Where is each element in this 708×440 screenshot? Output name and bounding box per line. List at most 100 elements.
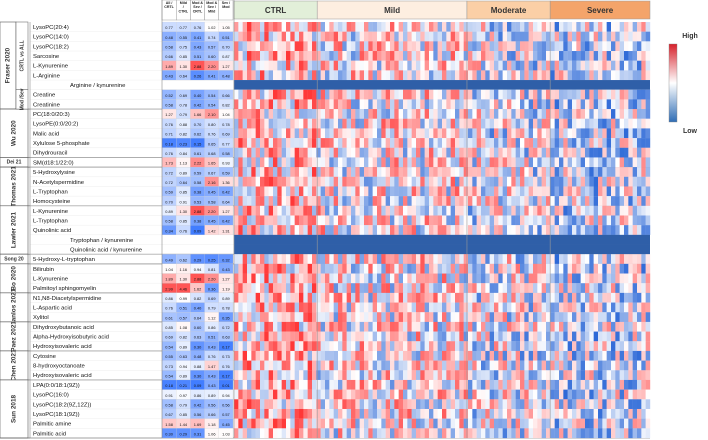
heat-cell	[611, 157, 616, 168]
heat-cell	[498, 292, 503, 303]
heat-cell	[589, 205, 594, 216]
heat-cell	[455, 118, 460, 129]
heat-cell	[385, 379, 391, 390]
heat-cell	[364, 263, 369, 274]
heat-cell	[238, 379, 243, 390]
heat-cell	[381, 321, 386, 332]
heat-cell	[459, 331, 464, 342]
heat-cell	[628, 99, 633, 110]
sub-block-label: Mod /Sev	[19, 88, 25, 110]
heat-cell	[511, 89, 516, 100]
heat-cell	[333, 360, 339, 371]
ratio-value: 0.63	[222, 335, 230, 340]
heat-cell	[528, 60, 534, 71]
heat-cell	[255, 379, 261, 390]
heat-cell	[390, 109, 395, 119]
heat-cell	[277, 321, 282, 332]
heat-cell	[299, 109, 304, 119]
heat-cell	[485, 60, 490, 71]
heat-cell	[247, 408, 252, 419]
heat-cell	[385, 51, 391, 61]
heat-cell	[307, 138, 313, 148]
heat-cell	[641, 379, 646, 390]
heat-cell	[390, 99, 395, 110]
heat-cell	[247, 99, 252, 110]
heat-cell	[303, 147, 308, 158]
heat-cell	[455, 22, 460, 32]
heat-cell	[619, 89, 625, 100]
heat-cell	[589, 109, 594, 119]
heat-cell	[567, 263, 573, 274]
heat-cell	[567, 157, 573, 168]
heat-cell	[290, 60, 295, 71]
heat-cell	[459, 302, 464, 313]
heat-cell	[550, 128, 555, 139]
heat-cell	[615, 138, 620, 148]
heat-cell	[507, 283, 512, 293]
heat-cell	[338, 292, 343, 303]
heat-cell	[606, 22, 612, 32]
heat-cell	[502, 41, 508, 52]
heat-cell	[385, 399, 391, 410]
heat-cell	[442, 157, 447, 168]
heat-cell	[580, 70, 586, 81]
heat-cell	[442, 167, 447, 177]
heat-cell	[242, 350, 248, 361]
heat-cell	[381, 109, 386, 119]
heat-cell	[277, 312, 282, 323]
heat-cell	[342, 118, 347, 129]
heat-cell	[550, 89, 555, 100]
heat-cell	[433, 70, 438, 81]
heat-cell	[403, 51, 408, 61]
heat-cell	[303, 263, 308, 274]
heat-cell	[559, 273, 564, 284]
heat-cell	[498, 254, 503, 264]
heat-cell	[459, 31, 464, 42]
heat-cell	[333, 408, 339, 419]
heat-cell	[320, 312, 326, 323]
heat-cell	[511, 341, 516, 352]
heat-cell	[446, 370, 451, 381]
heat-cell	[576, 186, 581, 197]
heat-cell	[390, 321, 395, 332]
heat-cell	[307, 302, 313, 313]
heat-cell	[355, 41, 360, 52]
heat-cell	[485, 341, 490, 352]
heat-cell	[273, 22, 278, 32]
heat-cell	[563, 128, 568, 139]
heat-cell	[442, 128, 447, 139]
heat-cell	[377, 128, 382, 139]
heat-cell	[606, 176, 612, 187]
heat-cell	[624, 99, 629, 110]
heat-cell	[511, 167, 516, 177]
heat-cell	[576, 138, 581, 148]
heat-cell	[290, 215, 295, 226]
heat-cell	[299, 302, 304, 313]
heat-cell	[238, 215, 243, 226]
heat-cell	[294, 99, 300, 110]
heat-cell	[606, 254, 612, 264]
heat-cell	[598, 370, 603, 381]
heat-cell	[403, 428, 408, 439]
heat-cell	[247, 60, 252, 71]
heat-cell	[546, 408, 551, 419]
heat-cell	[533, 350, 538, 361]
heat-cell	[619, 360, 625, 371]
ratio-header-label: Mod & Sev / CRTL	[192, 1, 203, 13]
heat-cell	[572, 360, 577, 371]
heat-cell	[290, 350, 295, 361]
heat-cell	[416, 60, 421, 71]
heat-cell	[567, 254, 573, 264]
heat-cell	[606, 186, 612, 197]
heat-cell	[507, 41, 512, 52]
heat-cell	[424, 341, 430, 352]
heat-cell	[546, 31, 551, 42]
heat-cell	[615, 31, 620, 42]
heat-cell	[273, 341, 278, 352]
heat-cell	[468, 312, 473, 323]
heat-cell	[368, 70, 373, 81]
heat-cell	[598, 331, 603, 342]
heat-cell	[593, 99, 599, 110]
heat-cell	[559, 186, 564, 197]
heat-cell	[299, 341, 304, 352]
